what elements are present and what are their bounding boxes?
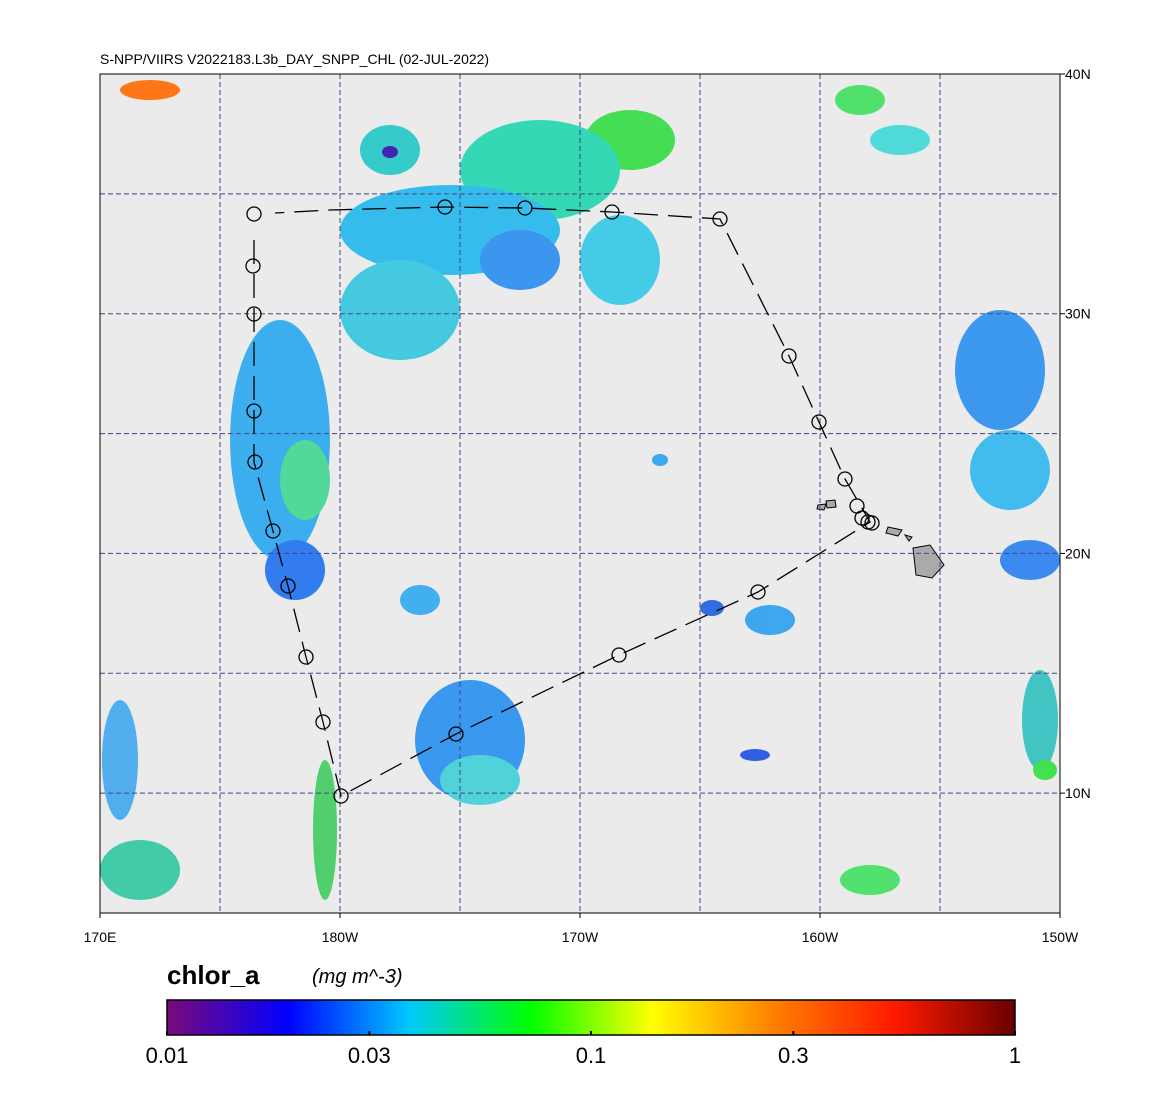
x-tick-label: 150W: [1042, 929, 1079, 945]
x-tick-label: 170E: [84, 929, 117, 945]
y-tick-label: 40N: [1065, 66, 1091, 82]
map-title: S-NPP/VIIRS V2022183.L3b_DAY_SNPP_CHL (0…: [100, 51, 489, 67]
colorbar-tick-label: 0.01: [146, 1043, 189, 1068]
colorbar-tick-label: 0.03: [348, 1043, 391, 1068]
y-tick-label: 30N: [1065, 306, 1091, 322]
colorbar: [166, 999, 1016, 1036]
colorbar-tick-label: 1: [1009, 1043, 1021, 1068]
y-tick-label: 20N: [1065, 545, 1091, 561]
colorbar-tick-label: 0.1: [576, 1043, 607, 1068]
colorbar-variable: chlor_a: [167, 960, 260, 990]
x-tick-label: 180W: [322, 929, 359, 945]
cruise-track: [245, 199, 880, 804]
y-tick-label: 10N: [1065, 785, 1091, 801]
chlorophyll-patches: [100, 80, 1060, 900]
colorbar-tick-label: 0.3: [778, 1043, 809, 1068]
colorbar-units: (mg m^-3): [312, 966, 403, 988]
x-tick-label: 170W: [562, 929, 599, 945]
x-tick-label: 160W: [802, 929, 839, 945]
